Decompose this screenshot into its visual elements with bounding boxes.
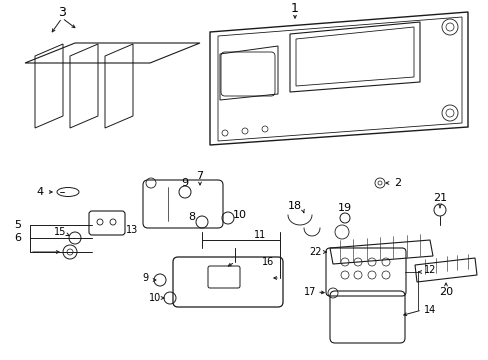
Text: 13: 13 [125, 225, 138, 235]
Text: 21: 21 [432, 193, 446, 203]
Text: 5: 5 [15, 220, 21, 230]
Text: 1: 1 [290, 1, 298, 14]
Text: 17: 17 [303, 287, 316, 297]
Text: 8: 8 [188, 212, 195, 222]
Text: 10: 10 [148, 293, 161, 303]
Text: 4: 4 [37, 187, 43, 197]
Text: 18: 18 [287, 201, 302, 211]
Text: 6: 6 [15, 233, 21, 243]
Text: 14: 14 [423, 305, 435, 315]
Text: 22: 22 [309, 247, 322, 257]
Text: 9: 9 [181, 178, 188, 188]
Text: 9: 9 [142, 273, 148, 283]
Text: 12: 12 [423, 265, 435, 275]
Text: 3: 3 [58, 5, 66, 18]
Text: 15: 15 [54, 227, 66, 237]
Text: 7: 7 [196, 171, 203, 181]
Text: 11: 11 [253, 230, 265, 240]
Text: 10: 10 [232, 210, 246, 220]
Text: 19: 19 [337, 203, 351, 213]
Text: 20: 20 [438, 287, 452, 297]
Text: 2: 2 [394, 178, 401, 188]
Text: 16: 16 [262, 257, 274, 267]
